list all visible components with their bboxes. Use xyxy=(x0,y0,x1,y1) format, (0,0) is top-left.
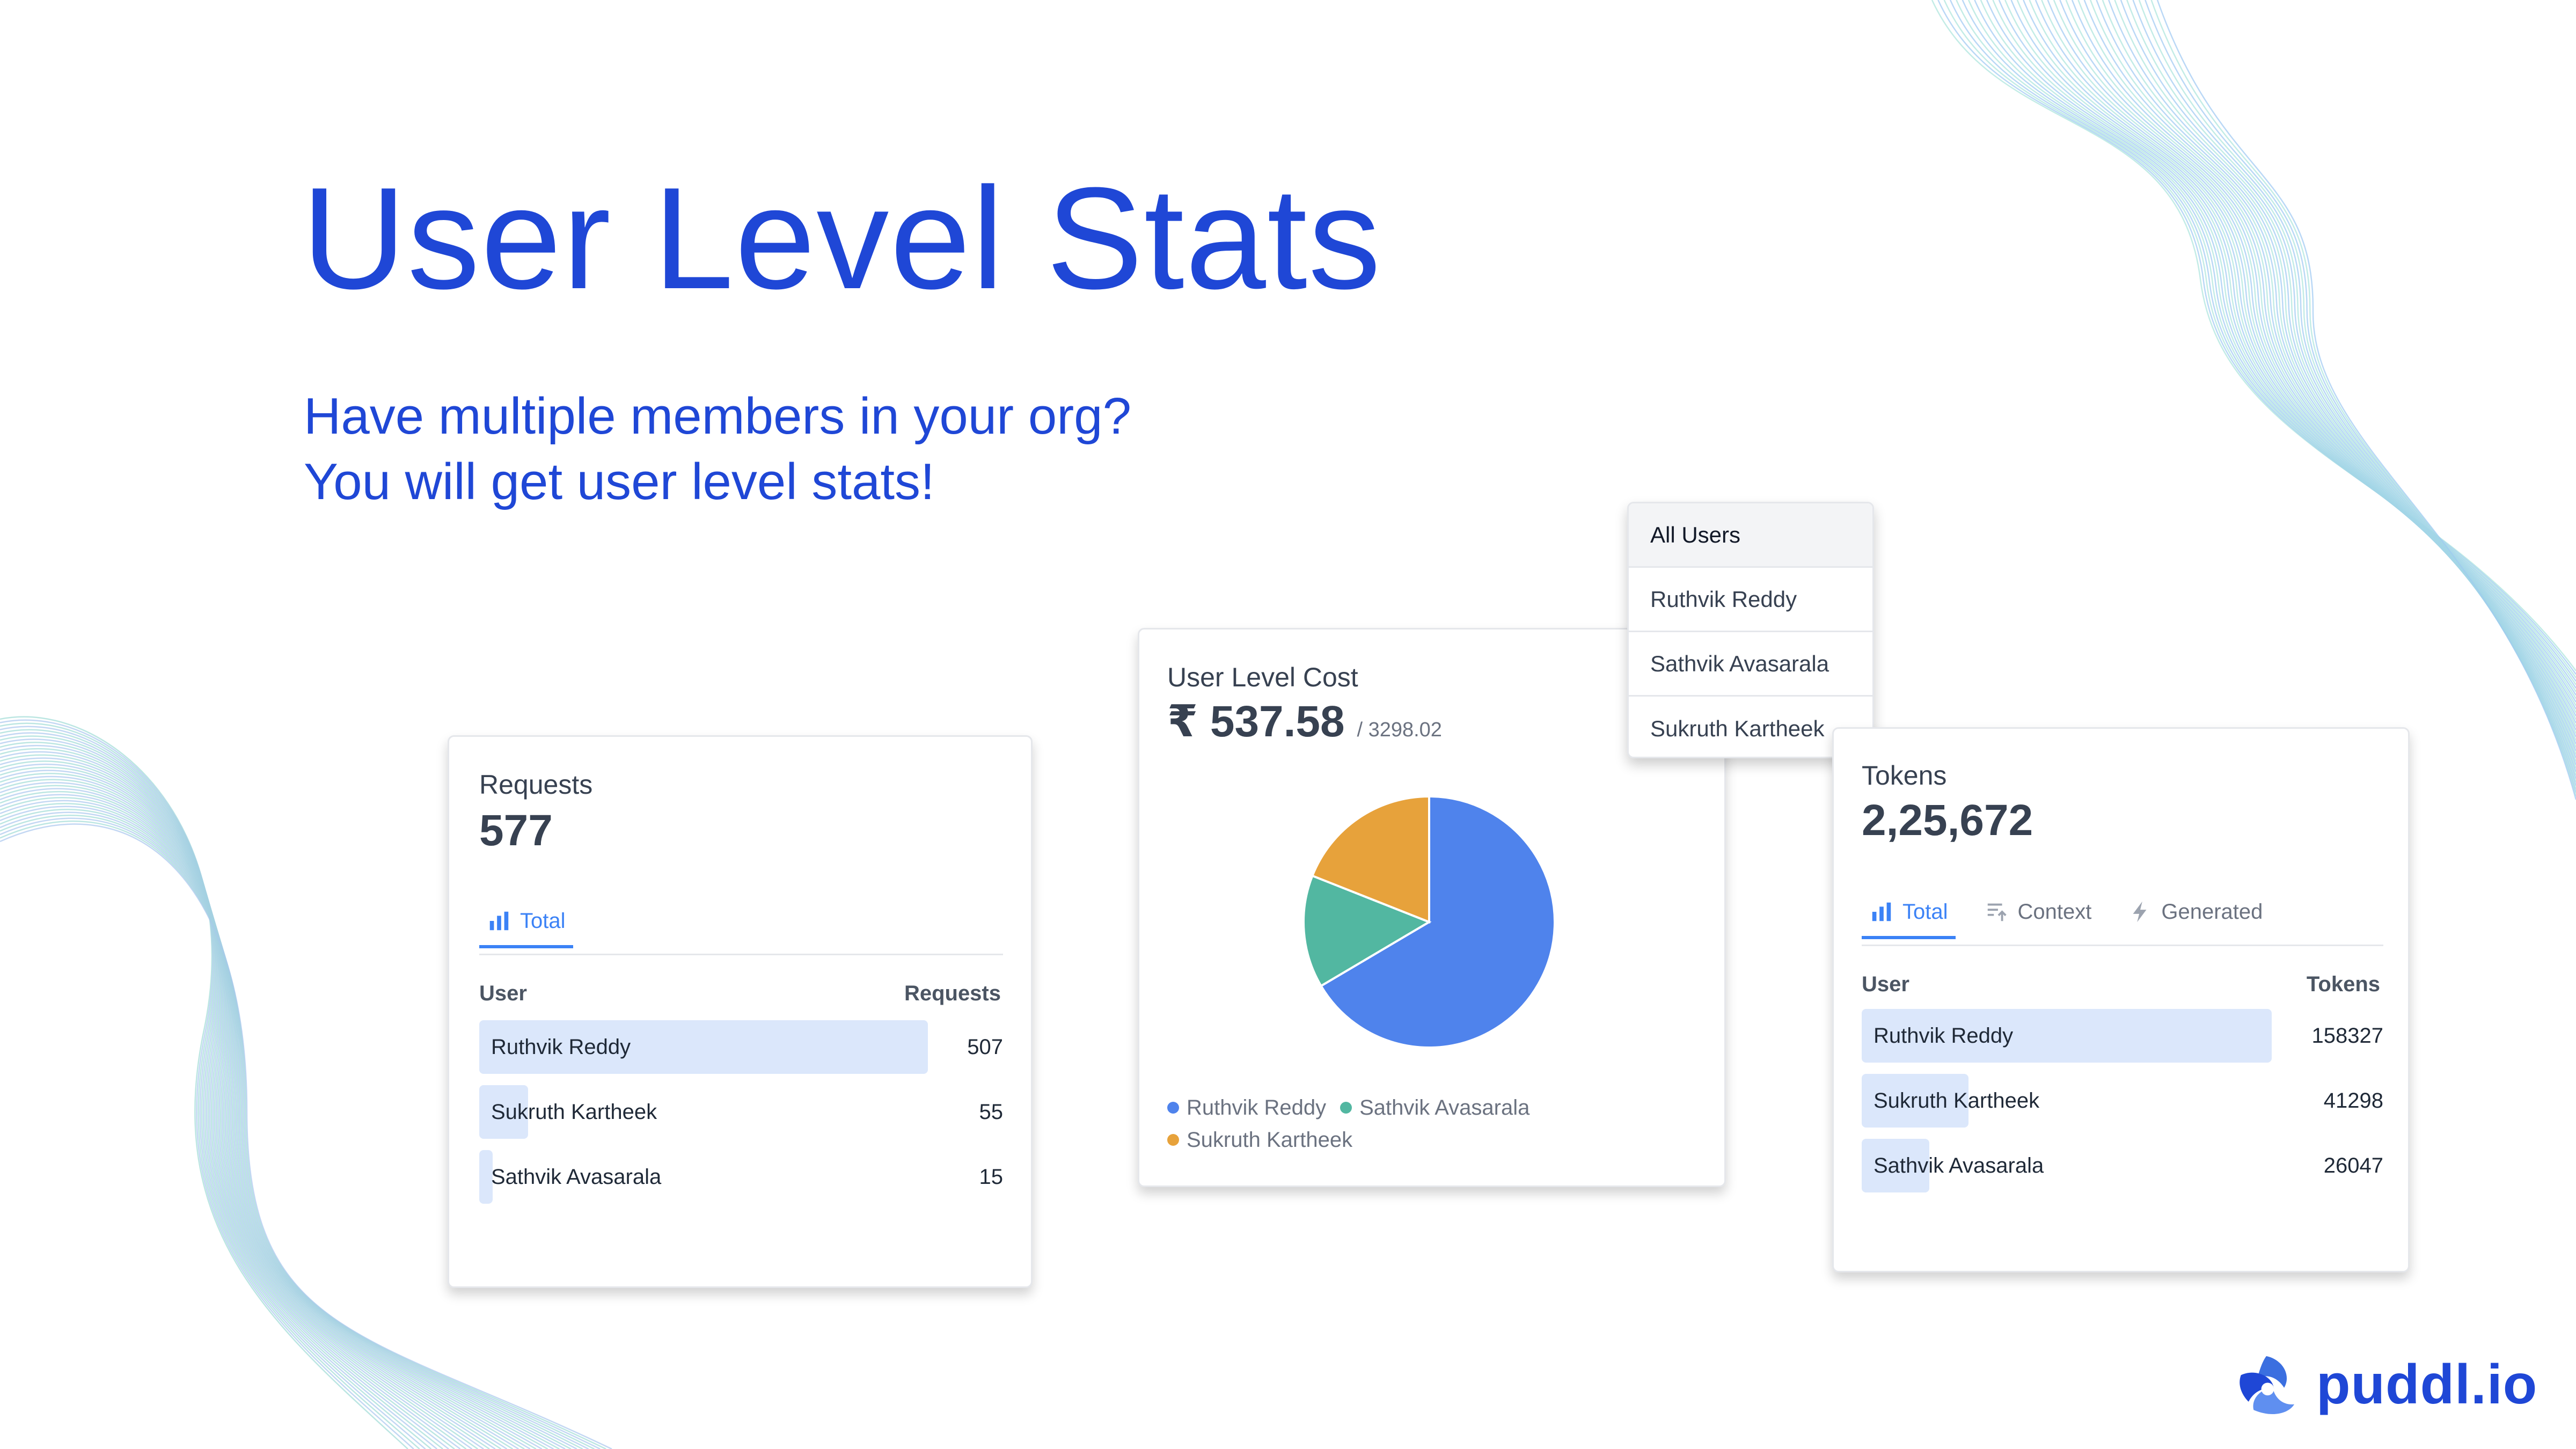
tab-total[interactable]: Total xyxy=(479,909,573,948)
table-row[interactable]: Ruthvik Reddy 158327 xyxy=(1862,1009,2383,1063)
cost-value-line: ₹ 537.58 / 3298.02 xyxy=(1167,696,1442,747)
cost-total: / 3298.02 xyxy=(1357,719,1442,741)
tokens-value: 2,25,672 xyxy=(1862,796,2033,845)
table-row[interactable]: Sathvik Avasarala 15 xyxy=(479,1150,1003,1204)
tab-context[interactable]: Context xyxy=(1977,899,2099,939)
tab-label: Generated xyxy=(2161,899,2263,924)
subtitle: Have multiple members in your org? You w… xyxy=(304,384,1131,515)
table-row[interactable]: Sathvik Avasarala 26047 xyxy=(1862,1139,2383,1192)
tab-label: Total xyxy=(520,909,566,933)
cost-label: User Level Cost xyxy=(1167,662,1358,692)
tab-label: Total xyxy=(1902,899,1948,924)
row-user-name: Ruthvik Reddy xyxy=(491,1035,631,1059)
row-value: 158327 xyxy=(2311,1024,2383,1048)
pie-legend: Ruthvik Reddy Sathvik Avasarala Sukruth Ka… xyxy=(1167,1091,1650,1155)
row-user-name: Ruthvik Reddy xyxy=(1874,1024,2014,1048)
row-value: 15 xyxy=(979,1165,1004,1189)
dropdown-option[interactable]: All Users xyxy=(1629,503,1872,568)
row-user-name: Sukruth Kartheek xyxy=(1874,1089,2040,1113)
subtitle-line-2: You will get user level stats! xyxy=(304,453,935,510)
bar-chart-icon xyxy=(1872,902,1891,921)
table-row[interactable]: Ruthvik Reddy 507 xyxy=(479,1020,1003,1074)
row-value-bar xyxy=(1862,1074,1969,1128)
tab-divider xyxy=(479,954,1003,955)
tab-label: Context xyxy=(2017,899,2092,924)
column-header-requests: Requests xyxy=(904,982,1001,1005)
row-value-bar xyxy=(479,1085,528,1139)
row-value-bar xyxy=(1862,1009,2272,1063)
legend-label: Ruthvik Reddy xyxy=(1187,1096,1327,1119)
column-header-user: User xyxy=(479,982,527,1005)
requests-value: 577 xyxy=(479,806,553,855)
requests-card: Requests 577 Total User Requests Ruthvik… xyxy=(448,735,1033,1288)
brand: puddl.io xyxy=(2227,1350,2537,1419)
legend-label: Sukruth Kartheek xyxy=(1187,1128,1353,1152)
legend-dot-icon xyxy=(1167,1102,1179,1114)
legend-item[interactable]: Sukruth Kartheek xyxy=(1167,1124,1352,1155)
brand-name: puddl.io xyxy=(2316,1353,2538,1416)
column-header-tokens: Tokens xyxy=(2306,972,2380,996)
legend-dot-icon xyxy=(1340,1102,1352,1114)
user-cost-card: User Level Cost ₹ 537.58 / 3298.02 Ruthv… xyxy=(1138,628,1726,1187)
subtitle-line-1: Have multiple members in your org? xyxy=(304,387,1131,445)
lightning-icon xyxy=(2133,901,2147,923)
wave-decoration-top-right xyxy=(1931,0,2576,800)
cost-pie-chart xyxy=(1302,795,1556,1049)
row-value-bar xyxy=(479,1020,928,1074)
column-header-user: User xyxy=(1862,972,1909,996)
pie-slice-sukruth-kartheek[interactable] xyxy=(1311,795,1430,924)
legend-dot-icon xyxy=(1167,1134,1179,1146)
tab-generated[interactable]: Generated xyxy=(2120,899,2270,939)
row-user-name: Sathvik Avasarala xyxy=(1874,1154,2044,1177)
row-value-bar xyxy=(479,1150,493,1204)
row-value: 41298 xyxy=(2323,1089,2383,1113)
row-value: 507 xyxy=(967,1035,1003,1059)
requests-tabs: Total xyxy=(479,909,595,948)
cost-value: ₹ 537.58 xyxy=(1167,697,1345,746)
legend-item[interactable]: Sathvik Avasarala xyxy=(1340,1092,1529,1123)
dropdown-option[interactable]: Sathvik Avasarala xyxy=(1629,632,1872,697)
dropdown-option[interactable]: Sukruth Kartheek xyxy=(1650,716,1825,741)
row-value: 26047 xyxy=(2323,1154,2383,1177)
tab-divider xyxy=(1862,945,2383,946)
legend-item[interactable]: Ruthvik Reddy xyxy=(1167,1092,1326,1123)
requests-label: Requests xyxy=(479,770,593,800)
tokens-card: Tokens 2,25,672 Total Context Generated Us… xyxy=(1832,727,2410,1272)
row-value: 55 xyxy=(979,1100,1004,1124)
tokens-label: Tokens xyxy=(1862,760,1947,791)
tab-total[interactable]: Total xyxy=(1862,899,1956,939)
page-title: User Level Stats xyxy=(302,158,1382,319)
context-upload-icon xyxy=(1987,903,2007,921)
tokens-tabs: Total Context Generated xyxy=(1862,899,2292,939)
table-row[interactable]: Sukruth Kartheek 55 xyxy=(479,1085,1003,1139)
row-user-name: Sathvik Avasarala xyxy=(491,1165,662,1189)
pie-slice-ruthvik-reddy[interactable] xyxy=(1319,795,1556,1049)
user-filter-dropdown[interactable]: All Users Ruthvik Reddy Sathvik Avasarala S… xyxy=(1627,502,1874,758)
table-row[interactable]: Sukruth Kartheek 41298 xyxy=(1862,1074,2383,1128)
bar-chart-icon xyxy=(489,911,509,931)
pie-slice-sathvik-avasarala[interactable] xyxy=(1302,874,1432,987)
legend-label: Sathvik Avasarala xyxy=(1359,1096,1530,1119)
dropdown-option[interactable]: Ruthvik Reddy xyxy=(1629,568,1872,632)
row-user-name: Sukruth Kartheek xyxy=(491,1100,657,1124)
row-value-bar xyxy=(1862,1139,1929,1192)
puddl-logo-icon xyxy=(2240,1356,2294,1415)
